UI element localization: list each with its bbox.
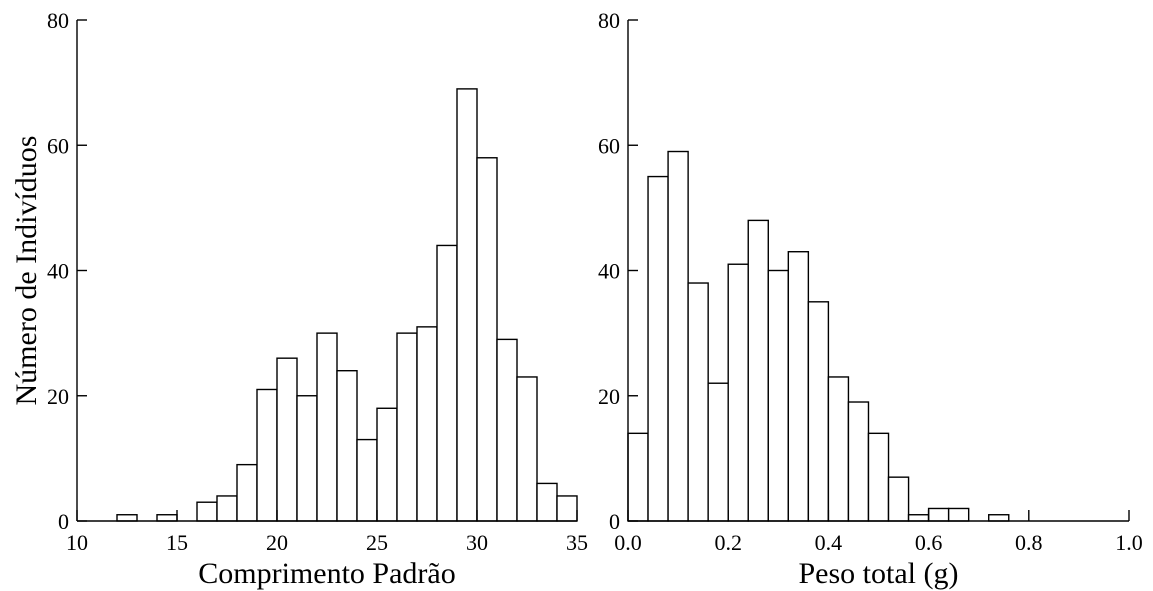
bar-4 [236, 463, 258, 522]
bar-10 [356, 438, 378, 522]
bar-0 [627, 432, 649, 522]
x-tick-label: 10 [66, 530, 88, 555]
y-axis-title: Número de Indivíduos [10, 136, 43, 406]
y-tick-label: 40 [47, 259, 69, 284]
bar-14 [907, 514, 930, 522]
bar-15 [456, 88, 478, 522]
x-tick-label: 0.8 [1015, 530, 1043, 555]
x-tick-label: 20 [266, 530, 288, 555]
bar-8 [316, 332, 338, 522]
bar-14 [436, 244, 458, 522]
bar-15 [927, 507, 950, 522]
bar-4 [707, 382, 729, 522]
x-tick-label: 0.0 [614, 530, 642, 555]
bar-12 [396, 332, 418, 522]
bar-9 [336, 370, 358, 522]
y-tick-label: 80 [47, 8, 69, 33]
bar-10 [827, 376, 850, 522]
bar-8 [787, 251, 810, 522]
x-tick-label: 30 [466, 530, 488, 555]
x-axis-title: Peso total (g) [799, 557, 959, 590]
x-tick-label: 0.4 [815, 530, 843, 555]
bar-1 [156, 514, 178, 522]
bar-5 [256, 388, 278, 522]
bar-7 [296, 395, 318, 522]
bar-18 [516, 376, 538, 522]
x-tick-label: 25 [366, 530, 388, 555]
bar-5 [727, 263, 749, 522]
bar-3 [216, 495, 238, 522]
bar-16 [476, 157, 498, 522]
bar-17 [496, 338, 518, 522]
y-tick-label: 0 [58, 509, 69, 534]
y-tick-label: 60 [47, 133, 69, 158]
bar-3 [687, 282, 709, 522]
bar-13 [416, 326, 438, 522]
x-tick-label: 0.2 [714, 530, 742, 555]
bar-20 [556, 495, 578, 522]
y-tick-label: 0 [609, 509, 620, 534]
bar-16 [947, 507, 970, 522]
bar-11 [847, 401, 870, 522]
bar-1 [647, 175, 669, 522]
y-tick-label: 20 [47, 384, 69, 409]
bar-9 [807, 301, 830, 522]
bar-19 [536, 482, 558, 522]
bar-2 [196, 501, 218, 522]
x-tick-label: 15 [166, 530, 188, 555]
bar-2 [667, 150, 689, 522]
x-tick-label: 0.6 [915, 530, 943, 555]
panel-peso-total: 0 20 40 60 80 0.0 0.2 0.4 0.6 0.8 1.0 Peso total (g… [598, 8, 1143, 590]
bar-13 [887, 476, 910, 522]
y-tick-label: 80 [598, 8, 620, 33]
y-tick-label: 40 [598, 259, 620, 284]
y-tick-label: 20 [598, 384, 620, 409]
bar-17 [988, 514, 1010, 522]
bar-7 [767, 269, 790, 522]
bar-6 [276, 357, 298, 522]
x-axis-title: Comprimento Padrão [198, 557, 455, 590]
bar-12 [867, 432, 890, 522]
x-tick-label: 35 [566, 530, 588, 555]
bar-11 [376, 407, 398, 522]
bar-0 [116, 514, 138, 522]
x-tick-label: 1.0 [1115, 530, 1143, 555]
y-tick-label: 60 [598, 133, 620, 158]
bar-6 [747, 219, 769, 522]
panel-comprimento-padrao: 0 20 40 60 80 10 15 20 25 30 35 Comprimento Padrão N… [10, 8, 588, 590]
